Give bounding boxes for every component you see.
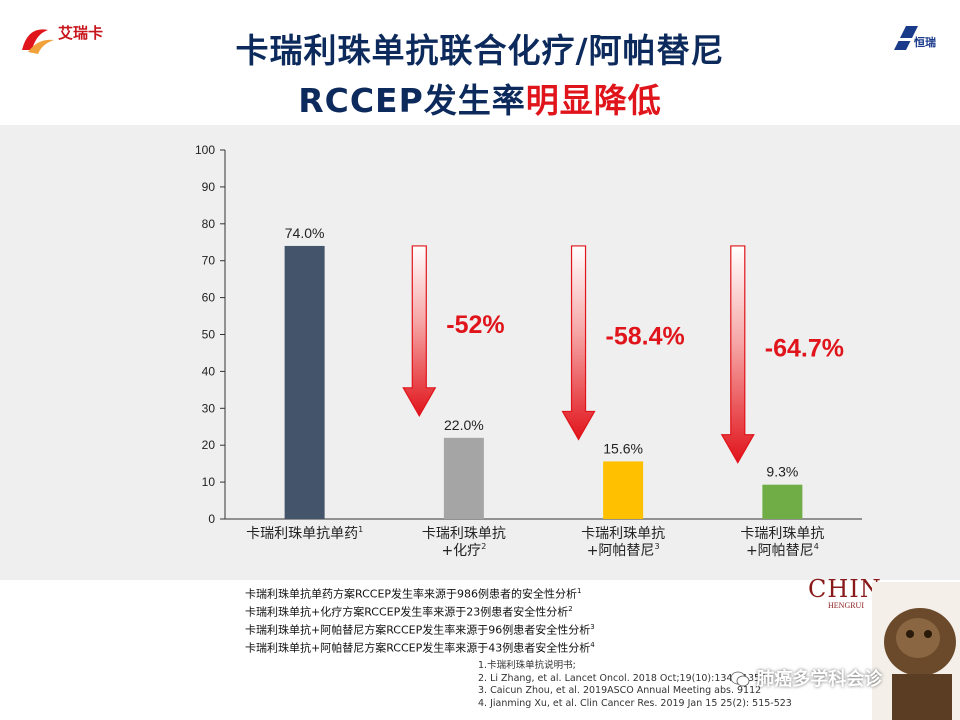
header: 艾瑞卡 卡瑞利珠单抗联合化疗/阿帕替尼 RCCEP发生率明显降低 恒瑞 [0,0,960,125]
reduction-label: -52% [446,311,504,339]
bar-chart: 0 10 20 30 40 50 60 70 80 90 100 74.0% 卡瑞利珠单抗单药1 22.0… [195,143,862,559]
reference-line: 4. Jianming Xu, et al. Clin Cancer Res. … [478,697,792,709]
reduction-label: -58.4% [606,323,685,351]
y-tick-label: 100 [195,143,215,157]
y-tick-label: 0 [208,512,215,526]
page-title-line2-normal: RCCEP发生率 [298,81,526,120]
category-label: 卡瑞利珠单抗单药1 [246,525,363,542]
reduction-label: -64.7% [765,334,844,362]
bar-value-label: 15.6% [603,440,643,456]
bar [284,245,325,519]
bar-value-label: 22.0% [444,417,484,433]
watermark: 肺癌多学科会诊 [730,665,882,691]
footnote-line: 卡瑞利珠单抗+化疗方案RCCEP发生率来源于23例患者安全性分析2 [245,605,573,619]
footnote-line: 卡瑞利珠单抗单药方案RCCEP发生率来源于986例患者的安全性分析1 [245,587,582,601]
y-tick-label: 20 [202,438,216,452]
airuika-logo-text: 艾瑞卡 [58,24,104,42]
lion-statue-image [872,582,960,720]
category-label-line2: +阿帕替尼3 [587,542,660,559]
reduction-arrow-icon [561,245,596,441]
chin-logo-text: CHIN [808,575,882,603]
y-tick-label: 40 [202,364,216,378]
reference-line: 1.卡瑞利珠单抗说明书; [478,660,576,671]
bar-value-label: 74.0% [285,225,325,241]
reference-line: 2. Li Zhang, et al. Lancet Oncol. 2018 O… [478,672,767,684]
hengrui-logo: 恒瑞 [892,22,948,56]
bar [603,461,644,519]
y-tick-label: 60 [202,291,216,305]
category-label-line2: +阿帕替尼4 [746,542,819,559]
page-title-line1: 卡瑞利珠单抗联合化疗/阿帕替尼 [235,31,725,70]
hengrui-logo-text: 恒瑞 [914,36,936,49]
reduction-arrow-icon [402,245,437,418]
page-title-line2: RCCEP发生率明显降低 [0,74,960,122]
bar [443,437,484,519]
chin-logo-subtext: HENGRUI [828,601,864,610]
category-label: 卡瑞利珠单抗 [422,526,506,542]
bar-value-label: 9.3% [766,464,798,480]
y-tick-label: 80 [202,217,216,231]
y-tick-label: 50 [202,328,216,342]
wechat-icon [730,671,750,687]
y-tick-label: 70 [202,254,216,268]
footnote-line: 卡瑞利珠单抗+阿帕替尼方案RCCEP发生率来源于43例患者安全性分析4 [245,641,595,656]
y-tick-label: 90 [202,180,216,194]
category-label: 卡瑞利珠单抗 [581,526,665,542]
footnotes: 卡瑞利珠单抗单药方案RCCEP发生率来源于986例患者的安全性分析1 卡瑞利珠单抗… [245,584,765,657]
y-tick-label: 30 [202,401,216,415]
watermark-text: 肺癌多学科会诊 [756,669,883,690]
y-tick-label: 10 [202,475,216,489]
category-label: 卡瑞利珠单抗 [740,526,824,542]
references: 1.卡瑞利珠单抗说明书; 2. Li Zhang, et al. Lancet O… [478,660,838,710]
category-label-line2: +化疗2 [441,542,486,559]
airuika-logo: 艾瑞卡 [18,20,128,58]
reference-line: 3. Caicun Zhou, et al. 2019ASCO Annual M… [478,685,762,696]
hengrui-logo-mark-icon [894,26,918,50]
bar [762,484,803,519]
footnote-line: 卡瑞利珠单抗+阿帕替尼方案RCCEP发生率来源于96例患者安全性分析3 [245,623,595,637]
chin-logo: CHIN HENGRUI [808,575,881,611]
airuika-logo-mark-icon [22,29,54,54]
reduction-arrow-icon [720,245,755,464]
page-title-line2-highlight: 明显降低 [525,81,662,120]
